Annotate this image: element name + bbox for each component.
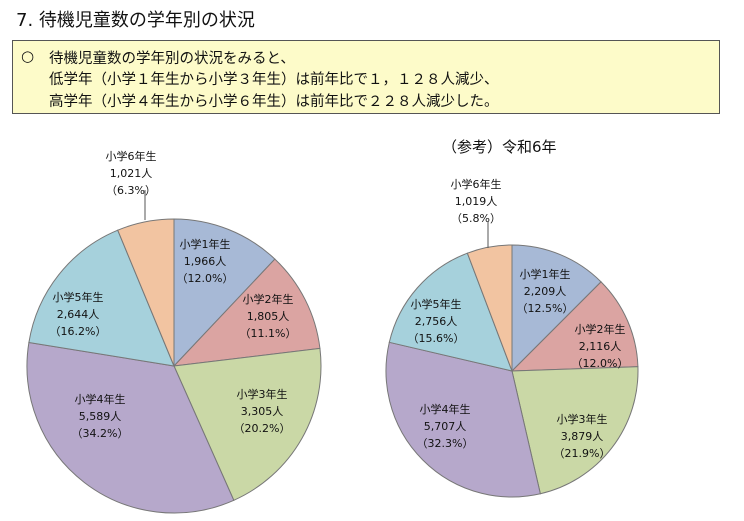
pie2-slice-grade-5 <box>388 252 513 372</box>
pie2-label-grade-3: 小学3年生 3,879人 （21.9%） <box>554 411 611 462</box>
pie2-slice-grade-3 <box>511 366 639 495</box>
pie1-label-grade-6: 小学6年生 1,021人 （6.3%） <box>106 148 157 199</box>
pie2-percent-6: （5.8%） <box>451 212 501 225</box>
pie2-label-grade-5: 小学5年生 2,756人 （15.6%） <box>408 296 465 347</box>
pie1-count-2: 1,805人 <box>246 310 290 323</box>
pie1-count-4: 5,589人 <box>78 410 122 423</box>
pie2-category-6: 小学6年生 <box>450 178 502 191</box>
pie2-label-grade-6: 小学6年生 1,019人 （5.8%） <box>451 176 502 227</box>
pie1-slice-grade-1 <box>173 218 276 368</box>
pie2-category-4: 小学4年生 <box>419 403 471 416</box>
pie1-percent-3: （20.2%） <box>233 422 291 435</box>
pie1-category-6: 小学6年生 <box>105 150 157 163</box>
pie1-percent-5: （16.2%） <box>49 325 107 338</box>
pie1-label-grade-4: 小学4年生 5,589人 （34.2%） <box>72 391 129 442</box>
pie2-count-3: 3,879人 <box>560 430 604 443</box>
pie1-label-grade-5: 小学5年生 2,644人 （16.2%） <box>50 289 107 340</box>
pie2-category-1: 小学1年生 <box>519 268 571 281</box>
pie1-label-grade-1: 小学1年生 1,966人 （12.0%） <box>177 236 234 287</box>
pie1-slice-grade-3 <box>173 347 322 501</box>
pie1-count-1: 1,966人 <box>183 255 227 268</box>
pie1-slice-grade-6 <box>117 218 175 367</box>
pie2-percent-2: （12.0%） <box>571 357 629 370</box>
pie1-category-1: 小学1年生 <box>179 238 231 251</box>
pie2-slice-grade-4 <box>385 341 541 498</box>
pie2-category-3: 小学3年生 <box>556 413 608 426</box>
pie2-label-grade-2: 小学2年生 2,116人 （12.0%） <box>572 321 629 372</box>
pie1-count-3: 3,305人 <box>240 405 284 418</box>
pie2-label-grade-4: 小学4年生 5,707人 （32.3%） <box>417 401 474 452</box>
section-title: 7. 待機児童数の学年別の状況 <box>16 10 255 31</box>
pie1-percent-2: （11.1%） <box>239 327 297 340</box>
pie2-percent-1: （12.5%） <box>516 302 574 315</box>
pie2-count-5: 2,756人 <box>414 315 458 328</box>
summary-line-2: 低学年（小学１年生から小学３年生）は前年比で１，１２８人減少、 <box>49 72 499 88</box>
pie1-percent-4: （34.2%） <box>71 427 129 440</box>
pie1-label-grade-3: 小学3年生 3,305人 （20.2%） <box>234 386 291 437</box>
pie1-category-4: 小学4年生 <box>74 393 126 406</box>
summary-line-1: 待機児童数の学年別の状況をみると、 <box>49 51 295 67</box>
pie2-percent-4: （32.3%） <box>416 437 474 450</box>
pie2-slice-grade-1 <box>511 244 602 373</box>
pie2-percent-3: （21.9%） <box>553 447 611 460</box>
pie1-count-5: 2,644人 <box>56 308 100 321</box>
summary-box: ○ 待機児童数の学年別の状況をみると、 低学年（小学１年生から小学３年生）は前年… <box>12 40 720 114</box>
bullet-mark: ○ <box>21 47 35 65</box>
pie2-count-1: 2,209人 <box>523 285 567 298</box>
pie1-category-2: 小学2年生 <box>242 293 294 306</box>
pie1-slice-grade-4 <box>26 341 235 514</box>
pie2-count-6: 1,019人 <box>454 195 498 208</box>
pie1-category-3: 小学3年生 <box>236 388 288 401</box>
pie2-count-2: 2,116人 <box>578 340 622 353</box>
chart-title-reference: （参考）令和6年 <box>442 138 557 156</box>
pie2-slice-grade-6 <box>466 244 513 372</box>
pie1-percent-6: （6.3%） <box>106 184 156 197</box>
pie1-label-grade-2: 小学2年生 1,805人 （11.1%） <box>240 291 297 342</box>
pie1-count-6: 1,021人 <box>109 167 153 180</box>
pie2-count-4: 5,707人 <box>423 420 467 433</box>
pie2-label-grade-1: 小学1年生 2,209人 （12.5%） <box>517 266 574 317</box>
pie2-category-2: 小学2年生 <box>574 323 626 336</box>
pie1-slice-grade-5 <box>28 229 175 367</box>
pie2-slice-grade-2 <box>510 281 639 372</box>
pie1-percent-1: （12.0%） <box>176 272 234 285</box>
pie1-category-5: 小学5年生 <box>52 291 104 304</box>
pie2-percent-5: （15.6%） <box>407 332 465 345</box>
summary-line-3: 高学年（小学４年生から小学６年生）は前年比で２２８人減少した。 <box>49 94 499 110</box>
pie1-slice-grade-2 <box>172 258 321 367</box>
pie2-category-5: 小学5年生 <box>410 298 462 311</box>
